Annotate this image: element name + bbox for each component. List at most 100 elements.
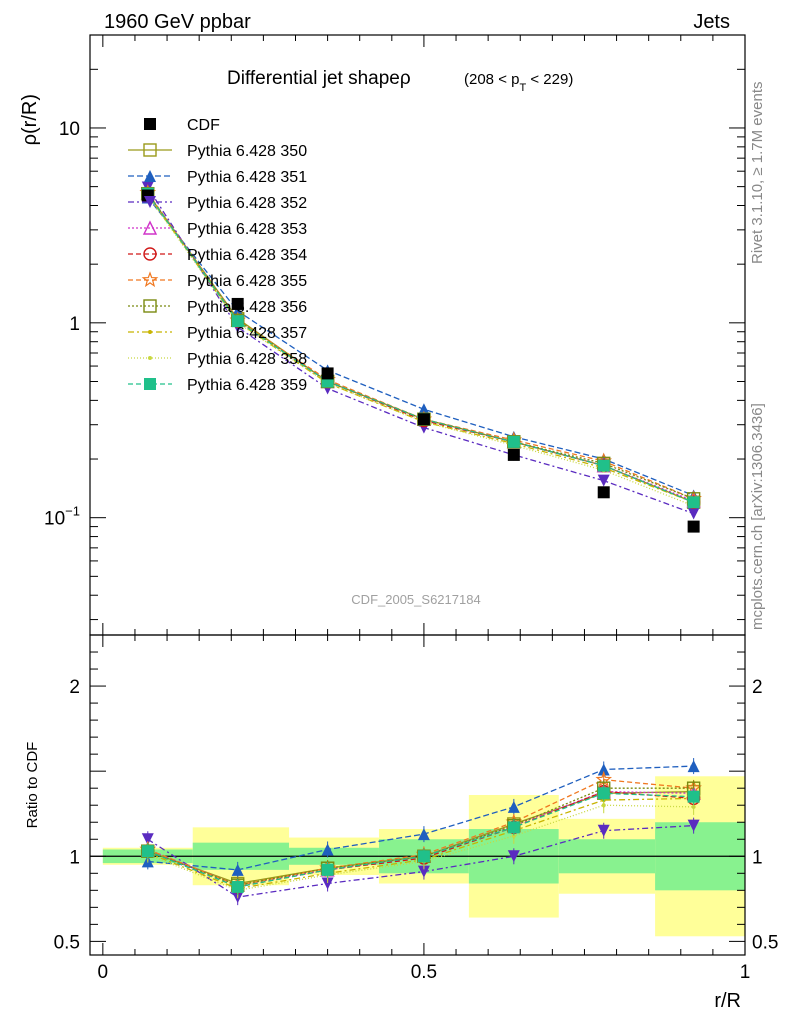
marker-square	[687, 790, 700, 803]
main-y-tick-label: 1	[69, 314, 80, 335]
legend-label: Pythia 6.428 351	[187, 169, 307, 186]
marker-dot	[148, 356, 152, 360]
legend-label: Pythia 6.428 352	[187, 195, 307, 212]
main-y-tick-label: 10−1	[44, 504, 80, 530]
main-series-line	[147, 193, 694, 503]
marker-triangle-up	[597, 763, 610, 776]
marker-triangle-down	[687, 507, 700, 520]
marker-triangle-up	[231, 863, 244, 876]
ratio-y-tick-label-right: 1	[752, 847, 763, 868]
series-2	[141, 181, 700, 906]
marker-square	[231, 880, 244, 893]
marker-square	[321, 863, 334, 876]
marker-dot	[691, 804, 696, 809]
marker-triangle-down	[321, 877, 334, 890]
main-series-line	[147, 196, 694, 497]
legend-entry-7: Pythia 6.428 357	[128, 325, 307, 342]
marker-square	[417, 850, 430, 863]
marker-square	[597, 787, 610, 800]
ratio-y-axis-label: Ratio to CDF	[24, 742, 41, 829]
rivet-version-label: Rivet 3.1.10, ≥ 1.7M events	[749, 82, 766, 265]
marker-triangle-up	[321, 843, 334, 856]
legend-label: Pythia 6.428 350	[187, 143, 307, 160]
marker-triangle-up	[417, 403, 430, 416]
legend-label: Pythia 6.428 356	[187, 299, 307, 316]
x-tick-label: 0	[98, 962, 109, 983]
process-label: Jets	[693, 11, 730, 33]
marker-square	[597, 486, 610, 499]
legend-entry-3: Pythia 6.428 353	[128, 220, 307, 238]
marker-triangle-up	[417, 828, 430, 841]
main-series-line	[147, 192, 694, 502]
marker-triangle-up	[507, 800, 520, 813]
legend-entry-cdf: CDF	[144, 117, 220, 134]
marker-open-star	[141, 271, 159, 288]
marker-triangle-down	[144, 196, 156, 208]
marker-square	[507, 435, 520, 448]
series-6	[141, 186, 701, 894]
main-y-axis-label: ρ(r/R)	[19, 94, 41, 145]
marker-open-triangle	[142, 220, 158, 235]
marker-square	[141, 845, 154, 858]
marker-dot	[148, 330, 152, 334]
legend-label: Pythia 6.428 355	[187, 273, 307, 290]
legend-label: Pythia 6.428 358	[187, 351, 307, 368]
marker-triangle-up	[144, 170, 156, 182]
marker-square	[144, 118, 156, 130]
series-1	[141, 191, 700, 878]
legend-label: Pythia 6.428 354	[187, 247, 307, 264]
legend-label: Pythia 6.428 353	[187, 221, 307, 238]
legend-entry-6: Pythia 6.428 356	[128, 299, 307, 316]
legend-entry-8: Pythia 6.428 358	[128, 351, 307, 368]
main-series-line	[147, 193, 694, 503]
marker-square	[231, 297, 244, 310]
marker-triangle-down	[687, 819, 700, 832]
marker-triangle-down	[417, 865, 430, 878]
marker-triangle-down	[597, 824, 610, 837]
series-3	[140, 185, 701, 894]
energy-label: 1960 GeV ppbar	[104, 11, 251, 33]
legend-label-cdf: CDF	[187, 117, 220, 134]
ratio-y-tick-label: 2	[69, 677, 80, 698]
legend-entry-0: Pythia 6.428 350	[128, 143, 307, 160]
main-series-line	[147, 193, 694, 500]
marker-dot	[601, 803, 606, 808]
marker-square	[507, 821, 520, 834]
marker-square	[231, 315, 244, 328]
marker-open-square	[143, 143, 157, 157]
marker-square	[417, 413, 430, 426]
marker-triangle-down	[507, 850, 520, 863]
marker-square	[507, 448, 520, 461]
legend-entry-2: Pythia 6.428 352	[128, 195, 307, 212]
cdf-data-points	[141, 189, 700, 533]
marker-triangle-up	[687, 760, 700, 773]
marker-square	[321, 367, 334, 380]
series-0	[141, 186, 701, 892]
main-series-line	[147, 192, 694, 500]
marker-square	[597, 459, 610, 472]
marker-open-circle	[143, 247, 157, 261]
legend-label: Pythia 6.428 359	[187, 377, 307, 394]
marker-open-square	[143, 299, 157, 313]
marker-square	[687, 496, 700, 509]
marker-square	[144, 378, 156, 390]
legend-entry-4: Pythia 6.428 354	[128, 247, 307, 264]
x-tick-label: 1	[740, 962, 751, 983]
marker-triangle-down	[597, 474, 610, 487]
analysis-id-label: CDF_2005_S6217184	[351, 592, 480, 607]
marker-triangle-down	[141, 833, 154, 846]
x-axis-label: r/R	[714, 990, 741, 1012]
x-tick-label: 0.5	[411, 962, 437, 983]
main-series-line	[147, 193, 694, 503]
legend-label: Pythia 6.428 357	[187, 325, 307, 342]
marker-dot	[511, 833, 516, 838]
mcplots-credit-label: mcplots.cern.ch [arXiv:1306.3436]	[749, 403, 766, 630]
legend-entry-9: Pythia 6.428 359	[128, 377, 307, 394]
ratio-y-tick-label: 0.5	[54, 932, 80, 953]
legend-entry-1: Pythia 6.428 351	[128, 169, 307, 186]
main-y-tick-label: 10	[59, 119, 80, 140]
marker-square	[687, 520, 700, 533]
ratio-y-tick-label-right: 2	[752, 677, 763, 698]
ratio-y-tick-label: 1	[69, 847, 80, 868]
